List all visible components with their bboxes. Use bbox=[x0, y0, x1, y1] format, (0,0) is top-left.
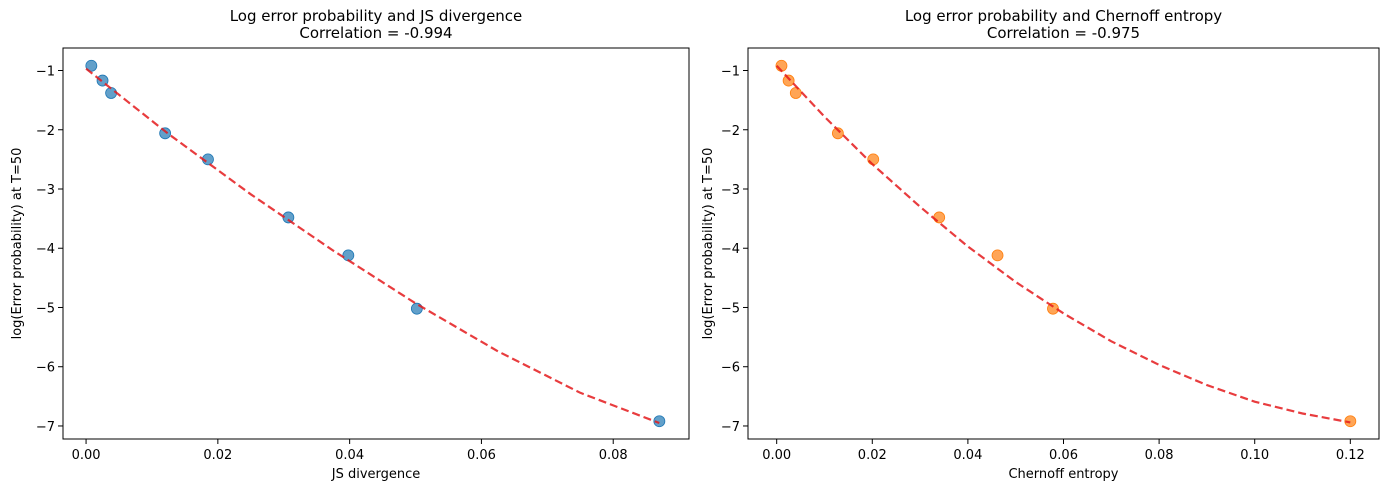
chart-subtitle: Correlation = -0.994 bbox=[299, 24, 452, 42]
x-tick-label: 0.10 bbox=[1240, 448, 1269, 463]
chart-subtitle: Correlation = -0.975 bbox=[987, 24, 1140, 42]
plot-marks bbox=[85, 59, 666, 428]
y-tick-label: −6 bbox=[36, 361, 55, 376]
axis-ticks: 0.00 0.02 0.04 0.06 0.08 −7 −6 −5 −4 −3 −2 −1 bbox=[36, 65, 628, 463]
plot-area bbox=[747, 47, 1380, 440]
chernoff-entropy-panel: Log error probability and Chernoff entro… bbox=[701, 7, 1380, 482]
y-tick-label: −2 bbox=[36, 124, 55, 139]
x-tick-label: 0.12 bbox=[1336, 448, 1365, 463]
data-point bbox=[867, 153, 880, 166]
x-tick-label: 0.08 bbox=[599, 448, 628, 463]
plot-marks bbox=[775, 59, 1357, 428]
chart-title: Log error probability and Chernoff entro… bbox=[905, 7, 1222, 25]
y-tick-label: −3 bbox=[721, 183, 740, 198]
x-tick-label: 0.06 bbox=[1049, 448, 1078, 463]
axis-ticks: 0.00 0.02 0.04 0.06 0.08 0.10 0.12 −7 −6 −5 −4 −3 −2… bbox=[721, 65, 1365, 463]
data-point bbox=[1344, 415, 1357, 428]
y-tick-label: −5 bbox=[721, 301, 740, 316]
y-tick-label: −5 bbox=[36, 301, 55, 316]
data-point bbox=[105, 87, 118, 99]
x-axis-label: Chernoff entropy bbox=[1008, 467, 1118, 482]
chart-title: Log error probability and JS divergence bbox=[230, 7, 523, 25]
data-point bbox=[933, 211, 946, 224]
x-tick-label: 0.00 bbox=[762, 448, 791, 463]
data-point bbox=[831, 127, 844, 140]
y-tick-label: −6 bbox=[721, 361, 740, 376]
data-point bbox=[410, 302, 423, 315]
data-point bbox=[789, 87, 802, 99]
x-tick-label: 0.04 bbox=[335, 448, 364, 463]
data-point bbox=[991, 249, 1004, 262]
fit-line bbox=[85, 67, 660, 425]
x-tick-label: 0.08 bbox=[1145, 448, 1174, 463]
y-tick-label: −4 bbox=[36, 242, 55, 257]
y-tick-label: −1 bbox=[36, 65, 55, 80]
x-tick-label: 0.02 bbox=[203, 448, 232, 463]
y-tick-label: −2 bbox=[721, 124, 740, 139]
x-tick-label: 0.00 bbox=[72, 448, 101, 463]
y-tick-label: −7 bbox=[36, 420, 55, 435]
y-tick-label: −7 bbox=[721, 420, 740, 435]
y-tick-label: −4 bbox=[721, 242, 740, 257]
x-tick-label: 0.02 bbox=[858, 448, 887, 463]
y-tick-label: −1 bbox=[721, 65, 740, 80]
plot-area bbox=[62, 47, 690, 440]
x-axis-label: JS divergence bbox=[331, 467, 421, 482]
y-tick-label: −3 bbox=[36, 183, 55, 198]
data-point bbox=[85, 59, 98, 72]
js-divergence-panel: Log error probability and JS divergence … bbox=[10, 7, 690, 482]
x-tick-label: 0.06 bbox=[467, 448, 496, 463]
data-point bbox=[159, 127, 172, 140]
fit-line bbox=[775, 65, 1351, 424]
data-point bbox=[653, 415, 666, 428]
x-tick-label: 0.04 bbox=[953, 448, 982, 463]
y-axis-label: log(Error probability) at T=50 bbox=[701, 148, 716, 340]
y-axis-label: log(Error probability) at T=50 bbox=[10, 148, 25, 340]
data-point bbox=[782, 74, 795, 87]
